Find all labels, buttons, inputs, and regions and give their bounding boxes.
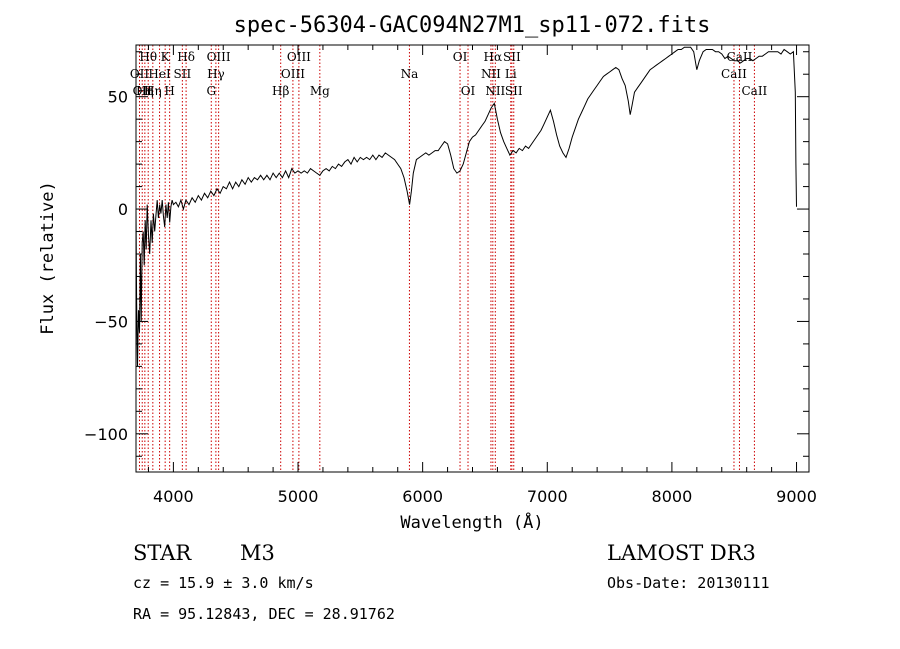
line-markers [138, 45, 755, 472]
y-tick-label: −100 [84, 425, 128, 444]
line-marker-label: Na [401, 67, 419, 81]
y-tick-label: 50 [108, 88, 128, 107]
line-marker-label: HeI [148, 67, 171, 81]
line-marker-label: OI [453, 50, 468, 64]
line-marker-label: SII [505, 84, 523, 98]
coordinates-text: RA = 95.12843, DEC = 28.91762 [133, 605, 395, 623]
observation-date: Obs-Date: 20130111 [607, 574, 770, 592]
x-axis-label: Wavelength (Å) [400, 511, 543, 533]
line-marker-label: Li [505, 67, 517, 81]
line-marker-label: Hα [484, 50, 503, 64]
line-marker-label: OII [133, 84, 153, 98]
line-marker-label: CaII [721, 67, 747, 81]
line-marker-label: G [206, 84, 216, 98]
y-axis-label: Flux (relative) [38, 181, 58, 335]
line-marker-label: Mg [310, 84, 330, 98]
x-tick-label: 7000 [527, 487, 568, 506]
line-marker-label: Hγ [207, 67, 225, 81]
x-tick-label: 6000 [402, 487, 443, 506]
y-axis-ticks: −100 −50 0 50 [84, 51, 809, 457]
line-marker-label: OIII [207, 50, 231, 64]
line-marker-label: CaII [741, 84, 767, 98]
line-marker-labels: OIIOIIHηHθHηHeIKHSIIHδGHγOIIIHβOIIIOIIIM… [130, 50, 768, 98]
spectrum-series-line [135, 46, 797, 367]
x-tick-label: 9000 [776, 487, 817, 506]
x-tick-label: 8000 [652, 487, 693, 506]
y-tick-label: −50 [94, 312, 128, 331]
line-marker-label: Hδ [177, 50, 195, 64]
object-class: STAR [133, 541, 192, 565]
x-tick-label: 4000 [153, 487, 194, 506]
line-marker-label: NII [485, 84, 505, 98]
line-marker-label: K [161, 50, 171, 64]
x-axis-ticks: 4000 5000 6000 7000 8000 9000 [147, 45, 817, 506]
line-marker-label: OI [461, 84, 476, 98]
line-marker-label: SII [174, 67, 192, 81]
line-marker-label: Hθ [139, 50, 157, 64]
survey-name: LAMOST DR3 [607, 541, 756, 565]
plot-frame [135, 44, 810, 473]
line-marker-label: NII [481, 67, 501, 81]
line-marker-label: OIII [281, 67, 305, 81]
object-subclass: M3 [240, 541, 275, 565]
line-marker-label: Hη [144, 84, 162, 98]
y-tick-label: 0 [118, 200, 128, 219]
x-tick-label: 5000 [278, 487, 319, 506]
line-marker-label: SII [503, 50, 521, 64]
line-marker-label: Hη [136, 84, 154, 98]
line-marker-label: H [164, 84, 174, 98]
chart-title: spec-56304-GAC094N27M1_sp11-072.fits [234, 13, 711, 38]
redshift-text: cz = 15.9 ± 3.0 km/s [133, 574, 314, 592]
line-marker-label: Hβ [272, 84, 289, 98]
line-marker-label: OIII [287, 50, 311, 64]
